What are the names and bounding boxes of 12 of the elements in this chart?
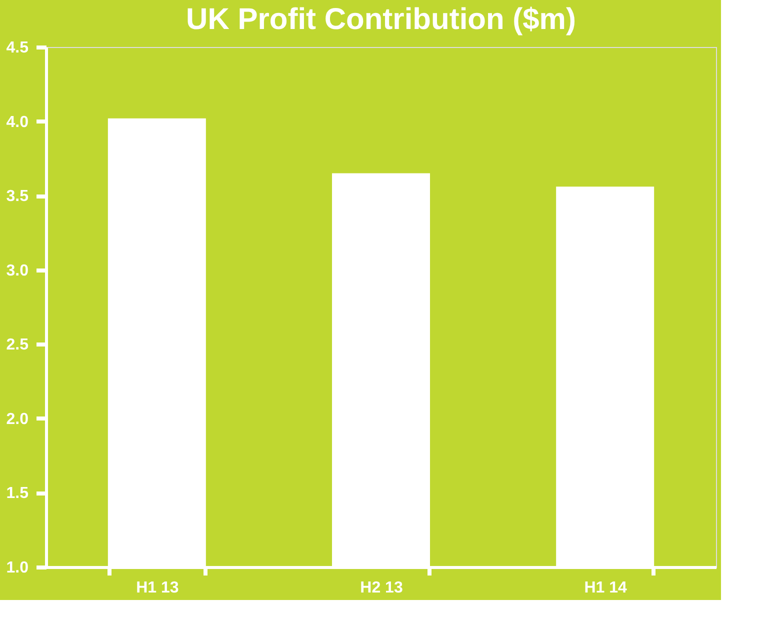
y-tick-label: 2.0 bbox=[6, 410, 29, 428]
y-tick-label: 1.0 bbox=[6, 560, 29, 576]
y-tick-label: 4.0 bbox=[6, 114, 29, 131]
x-tick-label: H1 13 bbox=[136, 580, 179, 596]
y-tick-label: 3.5 bbox=[6, 188, 29, 206]
x-tick-label: H2 13 bbox=[360, 580, 403, 596]
y-tick-label: 4.5 bbox=[6, 40, 29, 56]
y-tick-label: 1.5 bbox=[6, 485, 29, 502]
y-tick-label: 3.0 bbox=[6, 262, 29, 280]
chart-title: UK Profit Contribution ($m) bbox=[186, 3, 576, 36]
x-tick-label: H1 14 bbox=[584, 580, 628, 596]
y-tick-label: 2.5 bbox=[6, 336, 29, 354]
